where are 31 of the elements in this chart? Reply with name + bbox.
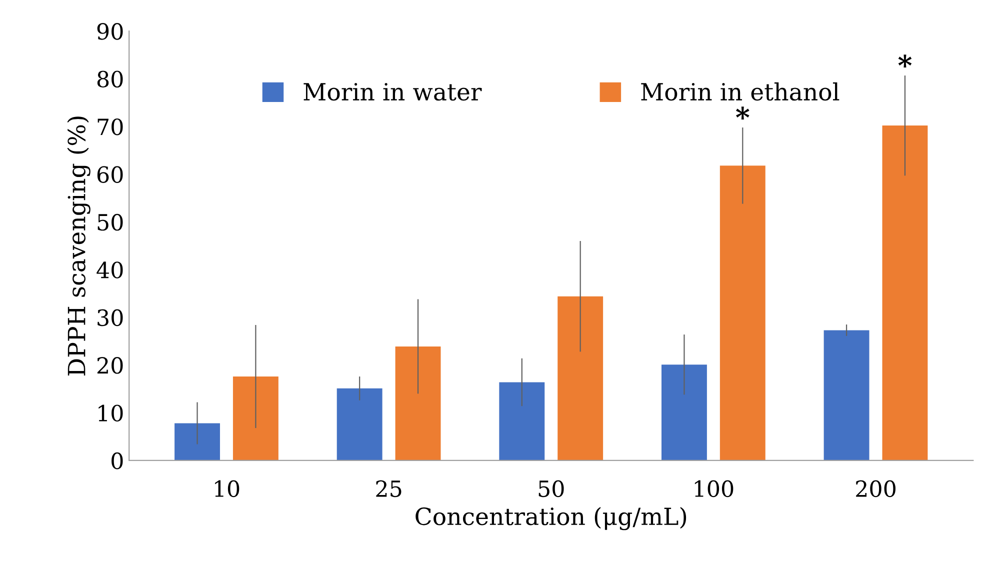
y-tick-label: 90 xyxy=(97,23,123,40)
x-axis-title: Concentration (μg/mL) xyxy=(416,506,686,530)
y-tick-label: 60 xyxy=(97,166,123,183)
legend-label: Morin in water xyxy=(304,82,482,101)
y-tick-label: 40 xyxy=(96,262,123,278)
data-label: * xyxy=(736,106,750,120)
y-tick-label: 10 xyxy=(98,404,123,422)
y-tick-label: 70 xyxy=(98,118,123,136)
y-tick-label: 30 xyxy=(98,309,123,326)
y-tick-label: 20 xyxy=(97,357,123,374)
x-tick-label: 200 xyxy=(856,480,896,498)
bar xyxy=(499,382,545,460)
x-tick-label: 100 xyxy=(694,480,734,498)
y-axis-title: DPPH scavenging (%) xyxy=(67,116,90,376)
x-tick-label: 10 xyxy=(215,480,240,498)
bar xyxy=(558,296,604,460)
bar xyxy=(336,388,382,460)
bar xyxy=(174,423,220,460)
y-tick-label: 0 xyxy=(112,452,123,470)
bar xyxy=(824,330,870,460)
y-tick-label: 50 xyxy=(98,214,123,231)
bar xyxy=(720,166,766,460)
bar xyxy=(661,364,707,460)
y-tick-label: 80 xyxy=(97,70,123,88)
bar xyxy=(395,346,441,460)
bar xyxy=(882,126,928,460)
bar xyxy=(232,376,278,460)
x-tick-label: 50 xyxy=(538,480,564,498)
legend-label: Morin in ethanol xyxy=(641,82,840,101)
x-tick-label: 25 xyxy=(376,480,402,498)
data-label: * xyxy=(898,54,912,68)
